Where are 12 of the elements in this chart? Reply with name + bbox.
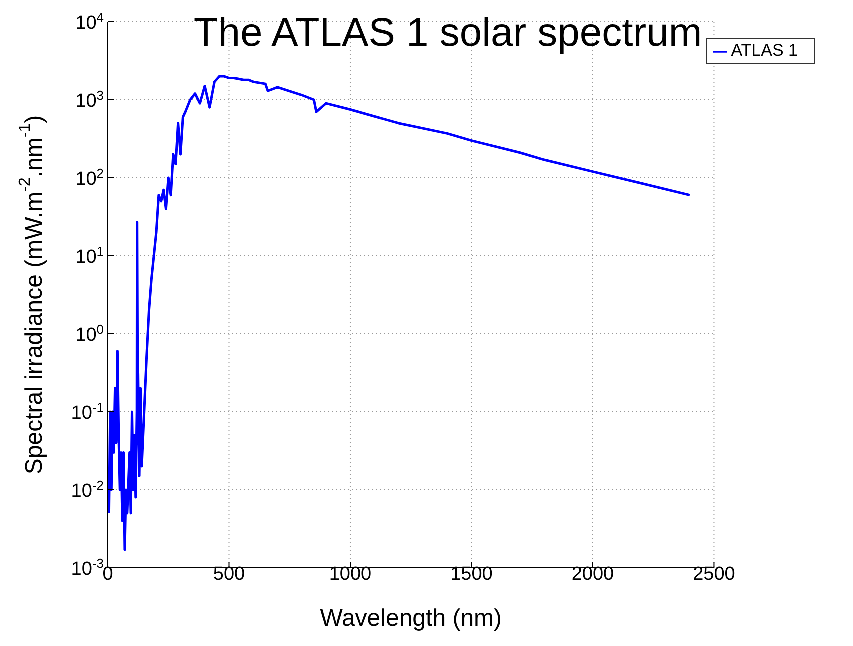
chart-title: The ATLAS 1 solar spectrum <box>194 11 702 55</box>
y-tick-label: 10$^{2}$ <box>76 166 104 190</box>
y-tick-label: 10$^{1}$ <box>76 244 104 268</box>
y-tick-label: 10$^{-2}$ <box>71 478 104 502</box>
y-tick-label: 10$^{0}$ <box>76 322 104 346</box>
y-tick-label: 10$^{-1}$ <box>71 400 104 424</box>
x-axis-title: Wavelength (nm) <box>320 605 502 632</box>
line-series <box>108 75 692 552</box>
legend-label: ATLAS 1 <box>731 41 798 60</box>
y-tick-label: 10$^{4}$ <box>76 10 104 34</box>
y-tick-label: 10$^{-3}$ <box>71 556 104 580</box>
y-tick-label: 10$^{3}$ <box>76 88 104 112</box>
